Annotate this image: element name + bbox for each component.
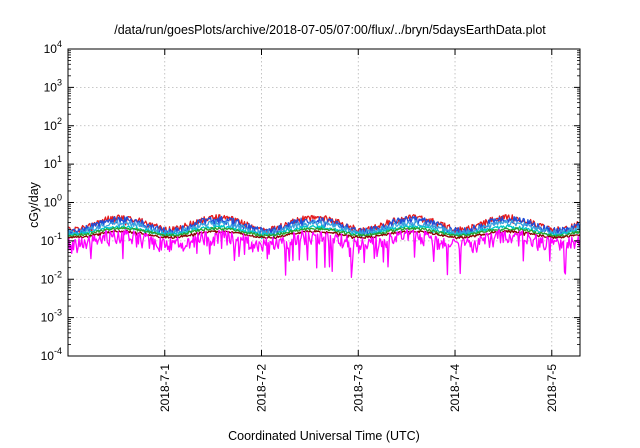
x-tick-label: 2018-7-2 [255, 364, 269, 412]
chart-title: /data/run/goesPlots/archive/2018-07-05/0… [114, 23, 546, 37]
axis-ticks: 10-4 10-3 10-2 10-1 100 101 102 103 104 2018-7-1 2… [41, 39, 580, 412]
grid-lines [68, 49, 580, 356]
x-tick-label: 2018-7-3 [351, 364, 365, 412]
x-tick-label: 2018-7-4 [448, 364, 462, 412]
y-tick-label: 10-1 [41, 231, 62, 248]
y-tick-label: 10-2 [41, 269, 62, 286]
series-line [67, 228, 581, 278]
y-tick-label: 10-4 [41, 346, 62, 363]
x-tick-label: 2018-7-1 [158, 364, 172, 412]
series-line [67, 229, 581, 240]
y-axis-label: cGy/day [27, 181, 41, 228]
x-tick-label: 2018-7-5 [545, 364, 559, 412]
y-tick-label: 101 [44, 154, 62, 171]
y-tick-label: 103 [44, 77, 62, 94]
x-axis-label: Coordinated Universal Time (UTC) [228, 429, 420, 443]
series-group [67, 214, 581, 278]
y-tick-label: 100 [44, 193, 62, 210]
y-tick-label: 102 [44, 116, 62, 133]
y-tick-label: 104 [44, 39, 62, 56]
y-tick-label: 10-3 [41, 308, 62, 325]
series-line [67, 226, 581, 238]
series-line [67, 215, 581, 240]
